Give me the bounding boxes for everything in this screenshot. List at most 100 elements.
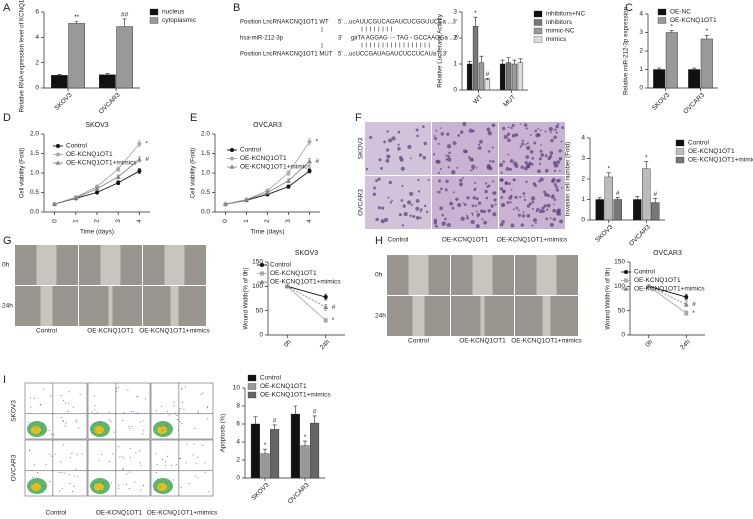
cell-speck <box>441 214 444 217</box>
significance-mark: # <box>316 158 320 165</box>
y-tick-label: 2 <box>236 457 240 464</box>
x-tick-label: 0 <box>222 219 229 223</box>
legend-marker <box>229 164 235 169</box>
flow-event <box>117 387 119 389</box>
legend-label: OE-KCNQ1OT1+mimics <box>634 286 705 293</box>
flow-event <box>51 455 53 457</box>
cell-speck <box>433 135 436 138</box>
legend-label: OE-KCNQ1OT1+mimics <box>270 279 341 286</box>
bar <box>642 168 651 221</box>
point <box>95 190 99 195</box>
legend-label: mimics <box>546 36 567 43</box>
panel-label: H <box>375 235 383 247</box>
image-column-label: OE-KCNQ1OT1+mimics <box>139 328 210 335</box>
cell-speck <box>502 160 506 163</box>
cell-speck <box>553 203 555 206</box>
x-tick-label: OVCAR3 <box>98 91 122 115</box>
cell-speck <box>462 122 467 127</box>
point <box>646 283 652 289</box>
cell-speck <box>447 157 452 162</box>
cell-speck <box>556 164 559 168</box>
flow-event <box>94 429 96 431</box>
point <box>94 186 100 191</box>
cell-speck <box>466 214 469 218</box>
point <box>116 180 121 185</box>
cell-speck <box>514 195 518 200</box>
cell-speck <box>504 181 508 185</box>
flow-event <box>53 433 55 435</box>
flow-event <box>71 452 73 454</box>
flow-event <box>32 476 34 478</box>
image-column-label: OE-KCNQ1OT1+mimics <box>497 237 568 244</box>
cell-speck <box>508 167 512 171</box>
cell-speck <box>399 157 404 162</box>
cell-speck <box>499 187 504 191</box>
cell-speck <box>544 168 549 173</box>
flow-event <box>113 431 115 433</box>
flow-event <box>49 453 51 455</box>
legend-label: OE-KCNQ1OT1+mimics <box>66 160 137 167</box>
cell-speck <box>378 158 382 162</box>
image-row-label: SKOV3 <box>358 137 365 159</box>
cell-speck <box>540 153 545 157</box>
y-tick-label: 2 <box>453 35 457 42</box>
cell-speck <box>515 206 519 210</box>
chart-title: SKOV3 <box>295 250 318 257</box>
cell-speck <box>402 204 406 208</box>
x-tick-label: 1 <box>73 219 80 223</box>
y-tick-label: 1.0 <box>201 170 210 177</box>
flow-event <box>167 410 169 412</box>
flow-event <box>180 457 182 459</box>
legend-swatch <box>149 17 159 24</box>
cell-speck <box>445 158 448 161</box>
point <box>286 171 291 175</box>
legend-marker <box>56 152 60 157</box>
point <box>284 283 290 289</box>
flow-event <box>108 419 110 421</box>
cell-speck <box>400 199 404 202</box>
y-tick-label: 2 <box>35 59 39 66</box>
cell-speck <box>437 171 440 174</box>
cell-speck <box>521 142 525 146</box>
cell-speck <box>470 169 473 172</box>
cell-speck <box>477 143 481 146</box>
cell-speck <box>439 168 442 171</box>
legend-swatch <box>533 19 543 26</box>
y-tick-label: 4 <box>236 439 240 446</box>
image-column-label: OE-KCNQ1OT1 <box>96 510 143 517</box>
flow-event <box>156 472 158 474</box>
flow-event <box>204 462 206 464</box>
flow-event <box>81 453 83 455</box>
cell-speck <box>507 138 511 143</box>
cell-speck <box>398 213 402 217</box>
image-column-label: OE-KCNQ1OT1 <box>459 338 506 345</box>
cell-speck <box>510 126 513 130</box>
bar <box>511 63 518 91</box>
y-tick-label: 1.0 <box>30 170 39 177</box>
cell-speck <box>460 216 465 221</box>
cell-speck <box>475 224 480 229</box>
cell-speck <box>501 204 503 207</box>
cell-speck <box>388 180 392 185</box>
flow-event <box>178 421 180 423</box>
cell-speck <box>478 146 482 150</box>
flow-event <box>156 410 158 412</box>
flow-event <box>122 420 124 422</box>
flow-event <box>162 430 164 432</box>
wound-gap <box>536 255 557 295</box>
flow-event <box>118 487 120 489</box>
cell-speck <box>419 210 422 213</box>
flow-event <box>45 463 47 465</box>
cell-speck <box>409 191 414 196</box>
legend-marker <box>55 160 61 165</box>
cell-speck <box>410 157 412 160</box>
cell-speck <box>500 196 504 199</box>
cell-speck <box>552 194 555 197</box>
legend-marker <box>230 148 234 152</box>
flow-event <box>68 391 70 393</box>
cell-speck <box>489 166 493 171</box>
cell-speck <box>525 127 528 130</box>
cell-speck <box>531 207 534 210</box>
chart-title: OVCAR3 <box>653 250 682 257</box>
flow-event <box>195 463 197 465</box>
